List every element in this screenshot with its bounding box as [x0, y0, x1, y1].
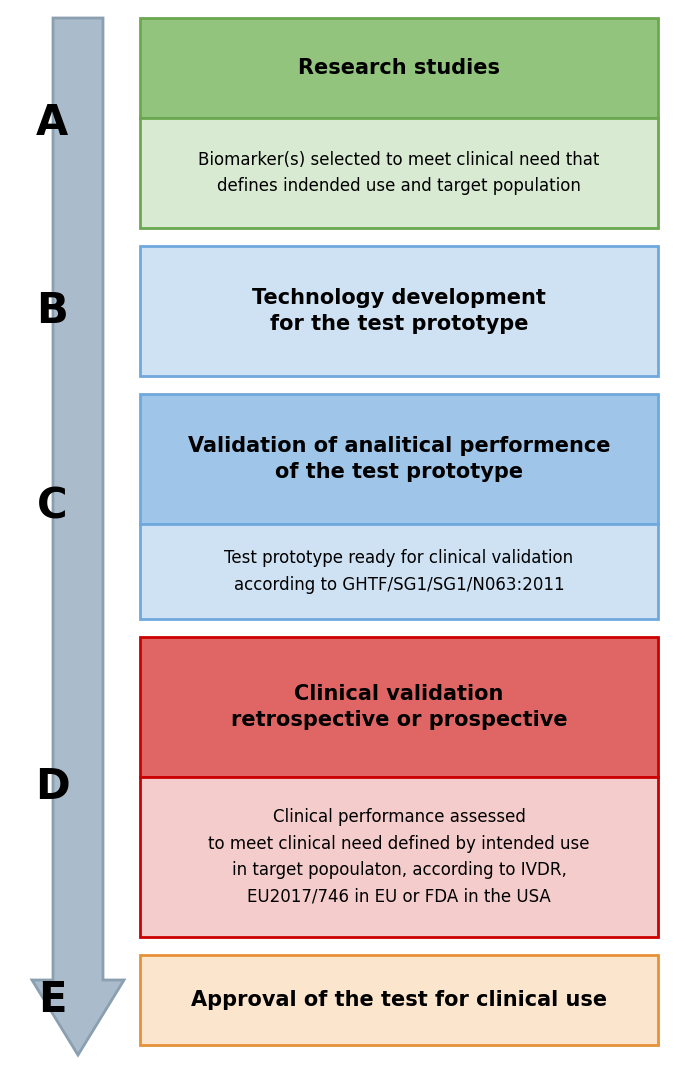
FancyBboxPatch shape: [140, 118, 658, 229]
Text: C: C: [37, 485, 67, 527]
Text: B: B: [36, 290, 68, 332]
Text: A: A: [36, 102, 68, 144]
FancyBboxPatch shape: [140, 777, 658, 937]
Text: Clinical performance assessed
to meet clinical need defined by intended use
in t: Clinical performance assessed to meet cl…: [208, 808, 590, 905]
Text: Research studies: Research studies: [298, 58, 500, 78]
FancyBboxPatch shape: [140, 955, 658, 1045]
Text: Biomarker(s) selected to meet clinical need that
defines indended use and target: Biomarker(s) selected to meet clinical n…: [199, 151, 599, 195]
FancyBboxPatch shape: [140, 524, 658, 619]
FancyBboxPatch shape: [140, 246, 658, 376]
Text: Approval of the test for clinical use: Approval of the test for clinical use: [191, 990, 607, 1010]
Text: E: E: [38, 979, 66, 1021]
Text: Technology development
for the test prototype: Technology development for the test prot…: [252, 288, 546, 335]
FancyBboxPatch shape: [140, 637, 658, 777]
Text: Clinical validation
retrospective or prospective: Clinical validation retrospective or pro…: [231, 683, 567, 730]
Text: Test prototype ready for clinical validation
according to GHTF/SG1/SG1/N063:2011: Test prototype ready for clinical valida…: [225, 549, 573, 593]
Text: D: D: [35, 766, 69, 808]
Polygon shape: [32, 18, 124, 1055]
FancyBboxPatch shape: [140, 18, 658, 118]
Text: Validation of analitical performence
of the test prototype: Validation of analitical performence of …: [188, 435, 610, 482]
FancyBboxPatch shape: [140, 394, 658, 524]
